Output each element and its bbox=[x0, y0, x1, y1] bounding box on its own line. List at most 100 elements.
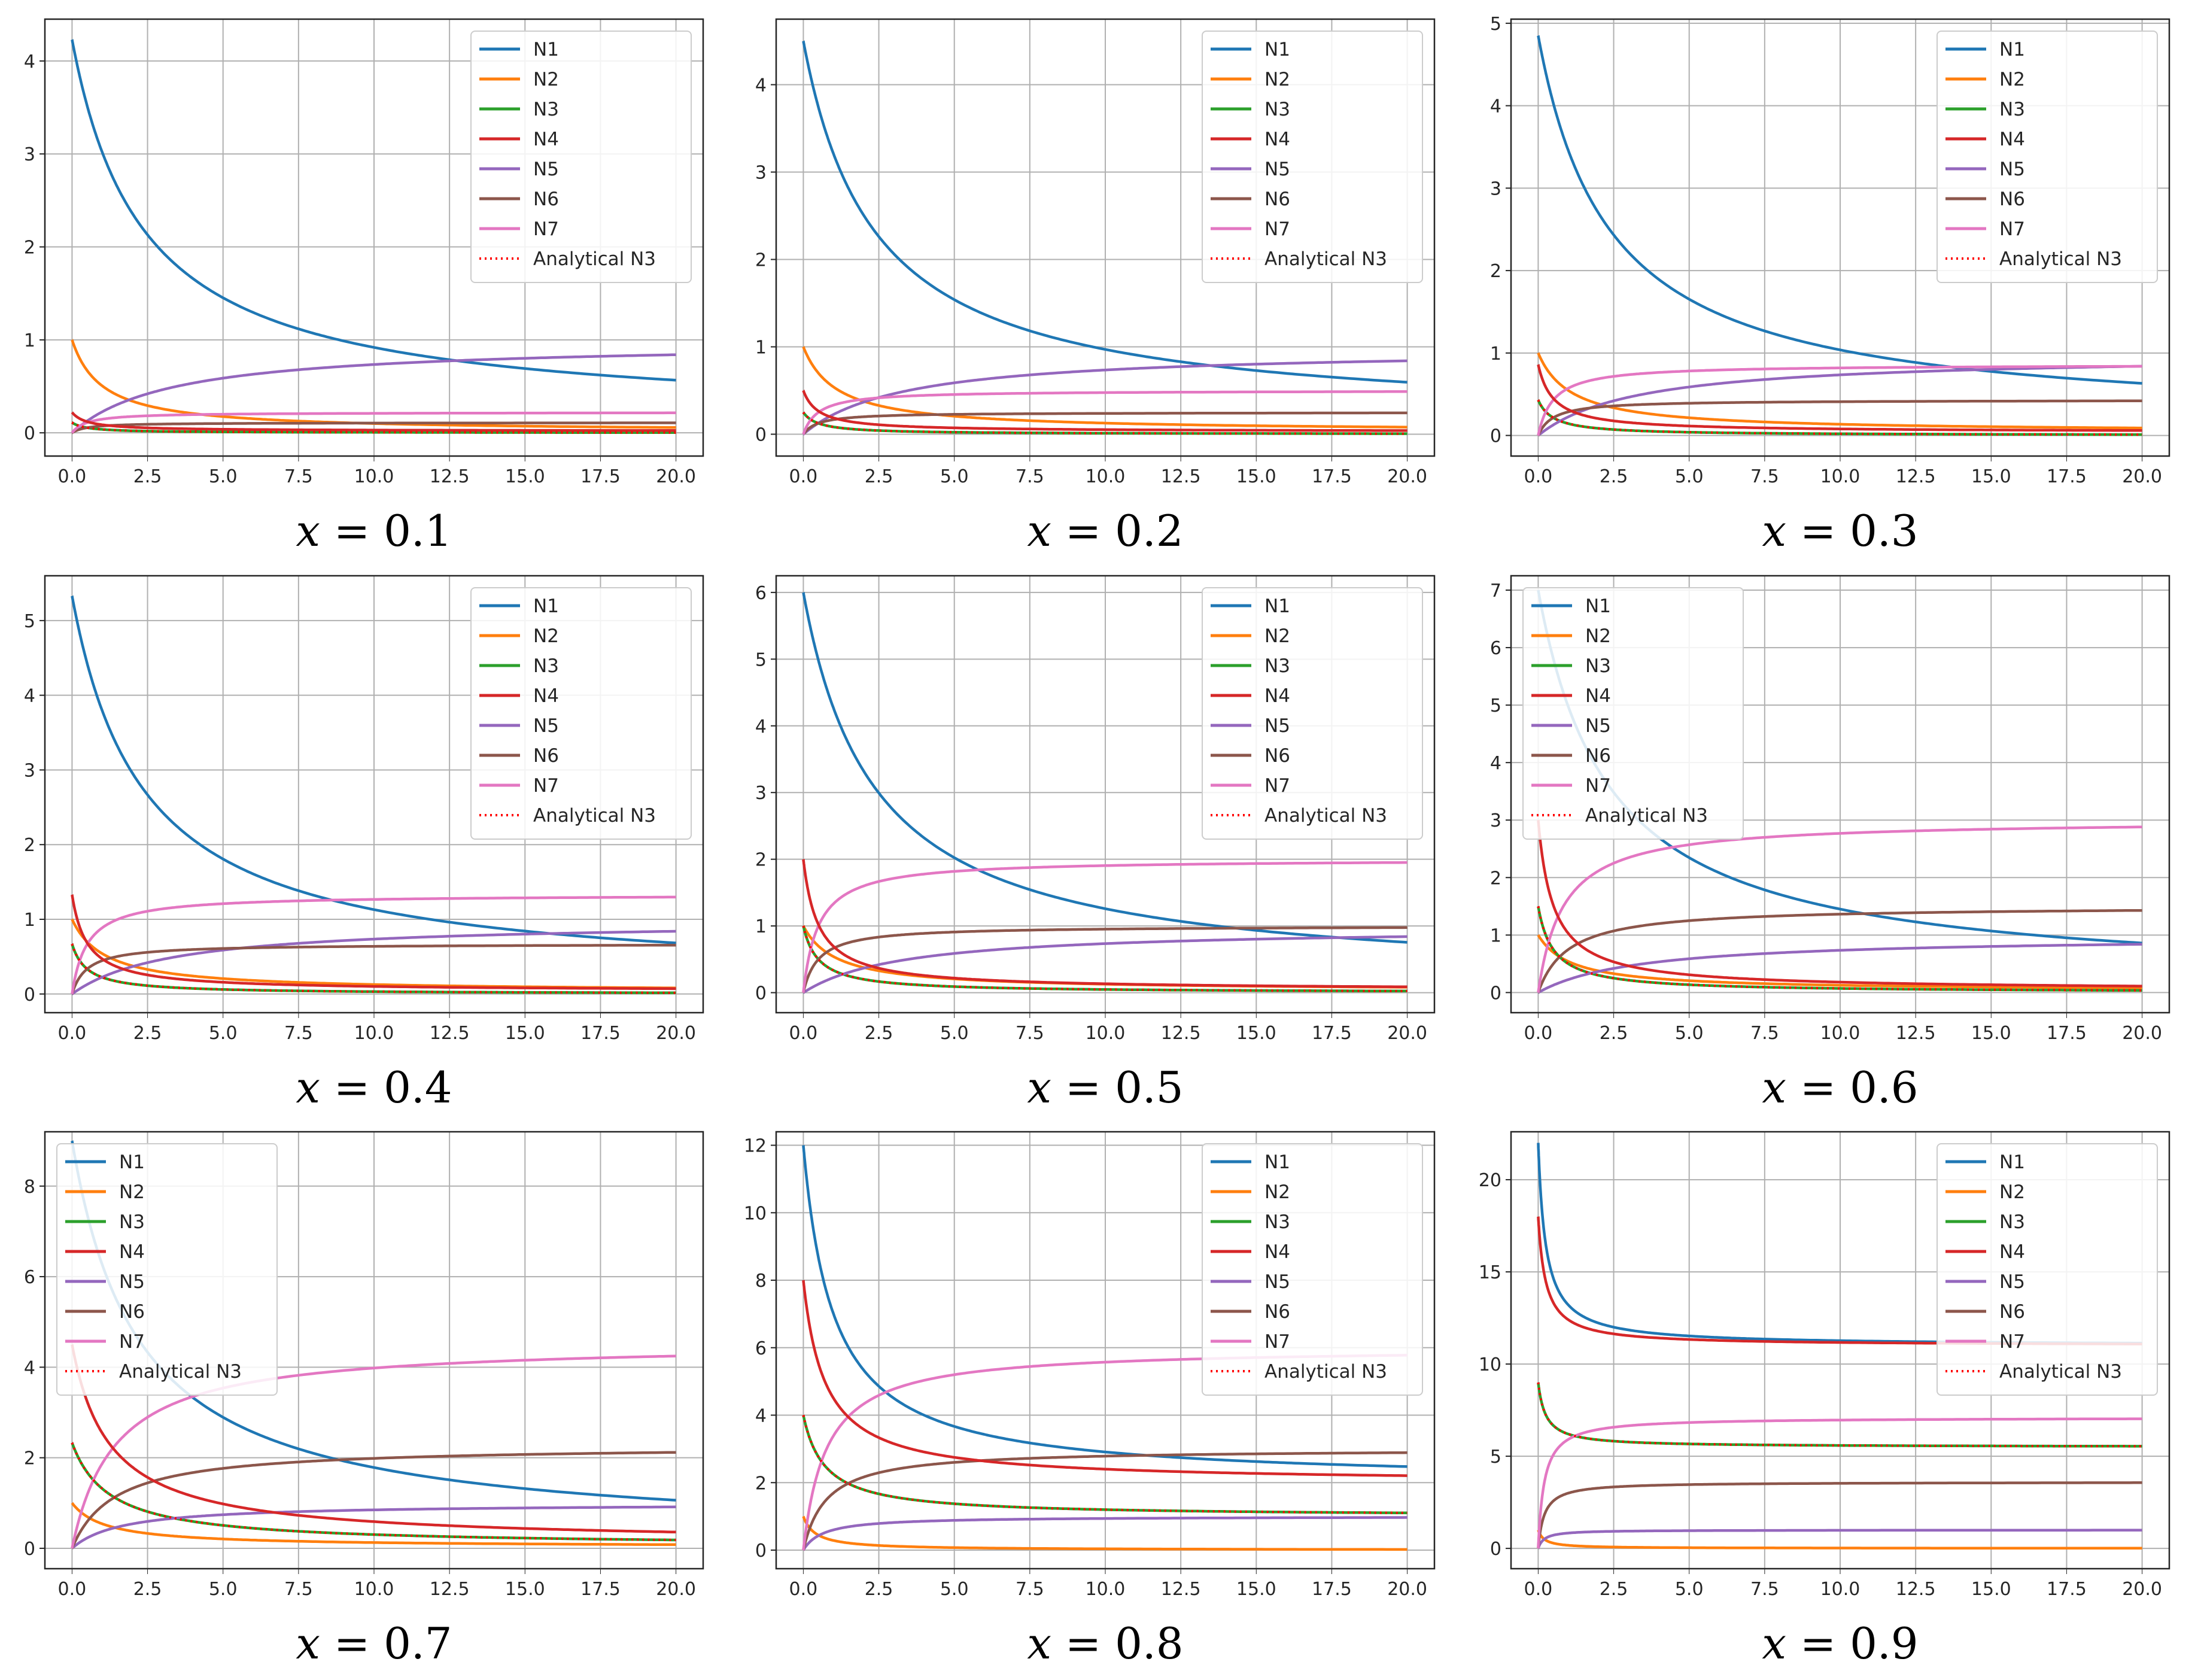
panel-caption: x = 0.8 bbox=[1027, 1618, 1183, 1669]
legend-label: N3 bbox=[119, 1211, 145, 1233]
x-tick-label: 5.0 bbox=[209, 1579, 238, 1600]
x-tick-label: 20.0 bbox=[656, 1023, 696, 1044]
y-tick-label: 1 bbox=[755, 916, 767, 937]
x-tick-label: 15.0 bbox=[505, 1579, 545, 1600]
legend: N1 N2 N3 N4 N5 N6 N7 Analytical N3 bbox=[1202, 31, 1423, 283]
x-tick-label: 7.5 bbox=[284, 1579, 313, 1600]
x-tick-label: 2.5 bbox=[865, 1023, 893, 1044]
x-tick-label: 7.5 bbox=[1750, 1579, 1779, 1600]
legend-label: N2 bbox=[1264, 625, 1290, 647]
legend-label: N3 bbox=[1999, 99, 2025, 120]
series-line-n2 bbox=[71, 1502, 676, 1547]
legend-label: N6 bbox=[119, 1301, 145, 1323]
chart-panel-5: 0.0 2.5 5.0 7.5 10.0 12.5 15.0 17.5 20.0 0 1 2 3 4 5 6 N… bbox=[755, 575, 1436, 1113]
legend-label: N7 bbox=[1264, 1331, 1290, 1353]
panel-caption: x = 0.7 bbox=[296, 1618, 452, 1669]
series-line-n6 bbox=[802, 926, 1407, 994]
legend-label: Analytical N3 bbox=[1999, 1361, 2122, 1383]
x-tick-label: 2.5 bbox=[865, 1579, 893, 1600]
y-tick-label: 8 bbox=[24, 1177, 35, 1198]
legend: N1 N2 N3 N4 N5 N6 N7 Analytical N3 bbox=[470, 587, 692, 840]
x-tick-label: 2.5 bbox=[865, 466, 893, 487]
legend-label: N2 bbox=[1999, 69, 2025, 90]
legend-label: Analytical N3 bbox=[1264, 248, 1387, 270]
legend-label: N7 bbox=[1264, 775, 1290, 797]
series-line-n6 bbox=[1537, 1481, 2142, 1550]
legend: N1 N2 N3 N4 N5 N6 N7 Analytical N3 bbox=[1937, 31, 2158, 283]
series-line-analytical-n3 bbox=[802, 1414, 1407, 1514]
x-tick-label: 10.0 bbox=[354, 1579, 394, 1600]
chart-panel-4: 0.0 2.5 5.0 7.5 10.0 12.5 15.0 17.5 20.0 0 1 2 3 4 5 N1… bbox=[24, 575, 704, 1113]
x-tick-label: 12.5 bbox=[1161, 1579, 1201, 1600]
legend-label: N3 bbox=[1585, 655, 1611, 677]
legend-label: N6 bbox=[1999, 189, 2025, 210]
series-line-analytical-n3 bbox=[802, 411, 1407, 435]
y-tick-label: 4 bbox=[24, 686, 35, 707]
y-tick-label: 4 bbox=[755, 716, 767, 737]
x-tick-label: 5.0 bbox=[209, 466, 238, 487]
y-tick-label: 0 bbox=[1490, 1539, 1501, 1560]
y-tick-label: 3 bbox=[24, 144, 35, 165]
x-tick-label: 5.0 bbox=[1675, 466, 1704, 487]
legend-label: N2 bbox=[533, 69, 559, 90]
series-lines bbox=[1537, 1142, 2142, 1550]
legend-box bbox=[1202, 1143, 1423, 1396]
y-tick-label: 0 bbox=[1490, 983, 1501, 1004]
y-tick-label: 1 bbox=[24, 330, 35, 351]
legend-label: N6 bbox=[533, 189, 559, 210]
legend: N1 N2 N3 N4 N5 N6 N7 Analytical N3 bbox=[1202, 1143, 1423, 1396]
caption-value: = 0.3 bbox=[1786, 506, 1919, 556]
x-tick-label: 2.5 bbox=[133, 466, 162, 487]
y-tick-label: 4 bbox=[24, 51, 35, 72]
series-line-n6 bbox=[71, 1451, 676, 1550]
y-tick-label: 15 bbox=[1479, 1262, 1501, 1283]
legend: N1 N2 N3 N4 N5 N6 N7 Analytical N3 bbox=[470, 31, 692, 283]
legend-label: N1 bbox=[1264, 1152, 1290, 1173]
plot-frame bbox=[775, 1131, 1436, 1570]
x-tick-label: 15.0 bbox=[505, 1023, 545, 1044]
x-tick-label: 20.0 bbox=[2122, 1579, 2162, 1600]
series-line-n5 bbox=[802, 1516, 1407, 1552]
series-line-n6 bbox=[1537, 399, 2142, 437]
x-tick-label: 7.5 bbox=[284, 466, 313, 487]
legend-label: N5 bbox=[1264, 1271, 1290, 1293]
series-line-n4 bbox=[802, 858, 1407, 989]
y-tick-label: 6 bbox=[24, 1267, 35, 1288]
legend-label: N2 bbox=[119, 1181, 145, 1203]
series-line-n4 bbox=[1537, 363, 2142, 432]
series-line-n6 bbox=[802, 411, 1407, 436]
y-tick-label: 5 bbox=[24, 611, 35, 632]
x-tick-label: 2.5 bbox=[1600, 1023, 1628, 1044]
plot-frame bbox=[1510, 1131, 2170, 1570]
chart-panel-8: 0.0 2.5 5.0 7.5 10.0 12.5 15.0 17.5 20.0 0 2 4 6 8 10 1… bbox=[744, 1131, 1436, 1669]
y-tick-label: 0 bbox=[24, 423, 35, 444]
x-tick-label: 15.0 bbox=[1236, 466, 1276, 487]
legend-label: N5 bbox=[1999, 159, 2025, 180]
y-tick-label: 3 bbox=[1490, 810, 1501, 831]
legend-label: N1 bbox=[533, 596, 559, 617]
series-line-analytical-n3 bbox=[1537, 1381, 2142, 1448]
y-tick-label: 5 bbox=[755, 649, 767, 670]
x-tick-label: 0.0 bbox=[789, 1579, 818, 1600]
legend-label: N7 bbox=[1999, 218, 2025, 240]
x-tick-label: 7.5 bbox=[1750, 1023, 1779, 1044]
x-tick-label: 10.0 bbox=[1086, 1579, 1126, 1600]
x-tick-label: 5.0 bbox=[940, 466, 969, 487]
x-tick-label: 17.5 bbox=[580, 1579, 621, 1600]
series-line-n3 bbox=[71, 421, 676, 435]
series-line-n7 bbox=[1537, 825, 2142, 994]
x-tick-label: 7.5 bbox=[1016, 1579, 1044, 1600]
y-tick-label: 2 bbox=[1490, 868, 1501, 889]
x-tick-label: 10.0 bbox=[354, 1023, 394, 1044]
x-tick-label: 0.0 bbox=[58, 1023, 87, 1044]
x-tick-label: 10.0 bbox=[354, 466, 394, 487]
y-tick-label: 12 bbox=[744, 1136, 767, 1157]
y-tick-label: 5 bbox=[1490, 695, 1501, 716]
chart-panel-3: 0.0 2.5 5.0 7.5 10.0 12.5 15.0 17.5 20.0 0 1 2 3 4 5 N1… bbox=[1490, 14, 2170, 556]
series-line-n4 bbox=[1537, 819, 2142, 988]
series-line-n4 bbox=[71, 411, 676, 432]
y-tick-label: 6 bbox=[1490, 638, 1501, 659]
plot-frame bbox=[775, 575, 1436, 1014]
chart-panel-1: 0.0 2.5 5.0 7.5 10.0 12.5 15.0 17.5 20.001234N1N… bbox=[24, 18, 704, 556]
